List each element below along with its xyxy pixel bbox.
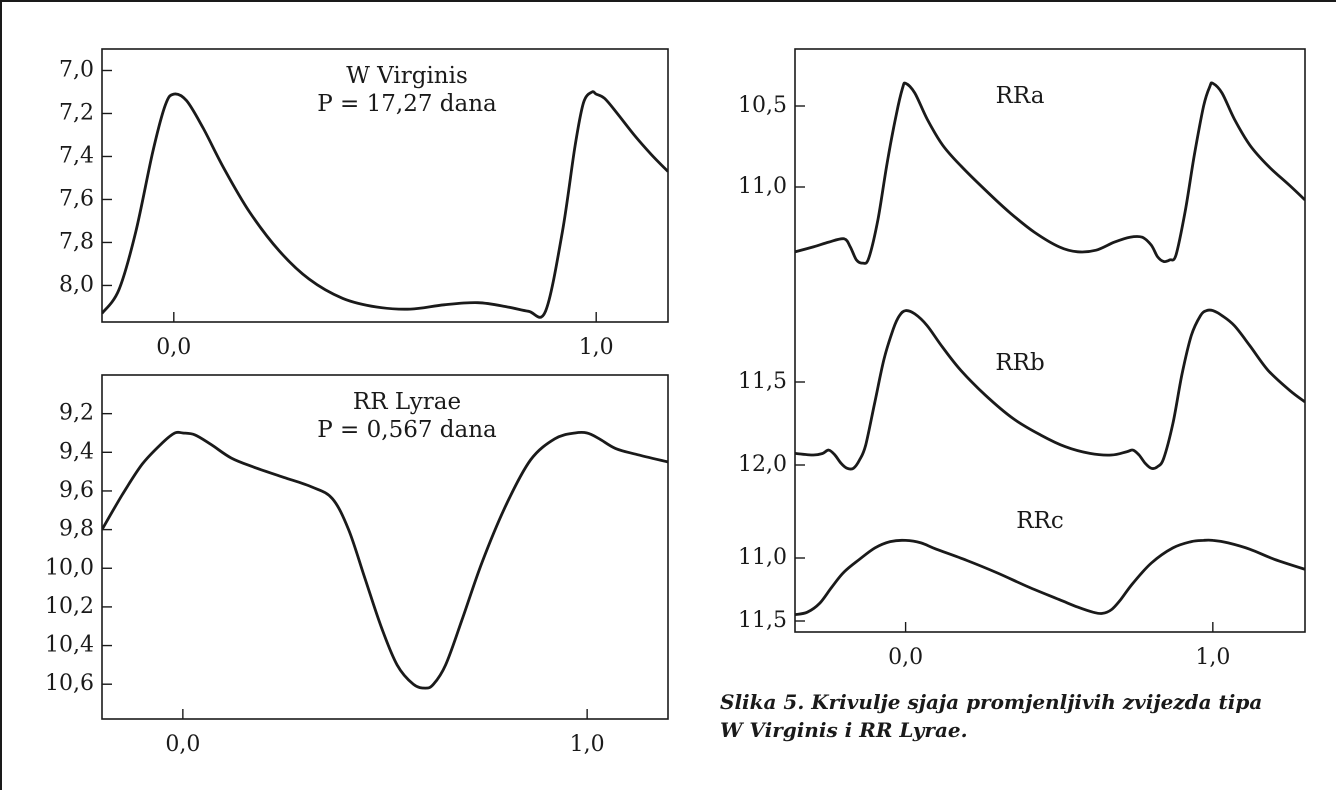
rr-lyrae-subtitle: P = 0,567 dana bbox=[317, 417, 497, 443]
rra-series-label: RRa bbox=[996, 83, 1045, 109]
rr-types-x-tick-label: 0,0 bbox=[888, 645, 923, 670]
rrb-light-curve bbox=[795, 308, 1305, 471]
page-border-top bbox=[0, 0, 1336, 2]
w-virginis-y-tick-label: 7,2 bbox=[59, 100, 94, 125]
rr-types-x-tick-label: 1,0 bbox=[1195, 645, 1230, 670]
rrb-series-label: RRb bbox=[995, 350, 1044, 376]
w-virginis-y-tick-label: 7,8 bbox=[59, 229, 94, 254]
w-virginis-y-tick-label: 7,4 bbox=[59, 143, 94, 168]
rr-lyrae-x-tick-label: 0,0 bbox=[165, 732, 200, 757]
w-virginis-subtitle: P = 17,27 dana bbox=[317, 91, 497, 117]
rr-lyrae-y-tick-label: 10,4 bbox=[45, 633, 94, 658]
rra-light-curve bbox=[795, 81, 1305, 265]
rr-lyrae-plot-frame bbox=[101, 374, 669, 720]
rr-lyrae-y-tick-label: 9,6 bbox=[59, 478, 94, 503]
rr-lyrae-y-tick-label: 9,4 bbox=[59, 439, 94, 464]
w-virginis-y-tick-label: 7,0 bbox=[59, 57, 94, 82]
rr-types-y-tick-label: 11,0 bbox=[738, 174, 787, 199]
rr-types-y-tick-label: 11,0 bbox=[738, 545, 787, 570]
caption-line-2: W Virginis i RR Lyrae. bbox=[720, 718, 968, 742]
page-border-left bbox=[0, 0, 2, 790]
figure-caption: Slika 5. Krivulje sjaja promjenljivih zv… bbox=[720, 688, 1332, 744]
w-virginis-plot-frame bbox=[101, 48, 669, 323]
w-virginis-y-tick-label: 7,6 bbox=[59, 186, 94, 211]
rr-lyrae-y-tick-label: 9,8 bbox=[59, 517, 94, 542]
rr-lyrae-y-tick-label: 9,2 bbox=[59, 401, 94, 426]
caption-line-1: Slika 5. Krivulje sjaja promjenljivih zv… bbox=[720, 690, 1263, 714]
rr-types-chart: 10,5 11,0 11,5 12,0 11,0 11,5 0,0 1,0 RRa RRb RRc bbox=[738, 48, 1306, 670]
rrc-series-label: RRc bbox=[1016, 508, 1064, 534]
rrc-light-curve bbox=[795, 538, 1305, 617]
rr-lyrae-y-tick-label: 10,2 bbox=[45, 594, 94, 619]
rr-lyrae-y-tick-label: 10,0 bbox=[45, 555, 94, 580]
w-virginis-x-tick-label: 0,0 bbox=[156, 335, 191, 360]
rr-lyrae-chart: 9,2 9,4 9,6 9,8 10,0 10,2 10,4 10,6 0,0 1,0 RR Lyr… bbox=[45, 374, 669, 757]
rr-lyrae-light-curve bbox=[102, 430, 668, 690]
w-virginis-x-tick-label: 1,0 bbox=[579, 335, 614, 360]
rr-lyrae-title: RR Lyrae bbox=[353, 389, 461, 415]
rr-types-y-tick-label: 11,5 bbox=[738, 369, 787, 394]
rr-types-plot-frame bbox=[794, 48, 1306, 633]
rr-lyrae-y-tick-label: 10,6 bbox=[45, 671, 94, 696]
rr-types-y-tick-label: 12,0 bbox=[738, 452, 787, 477]
rr-lyrae-x-tick-label: 1,0 bbox=[570, 732, 605, 757]
rr-types-y-tick-label: 10,5 bbox=[738, 93, 787, 118]
w-virginis-light-curve bbox=[102, 90, 668, 319]
rr-types-y-tick-label: 11,5 bbox=[738, 608, 787, 633]
w-virginis-y-tick-label: 8,0 bbox=[59, 272, 94, 297]
w-virginis-title: W Virginis bbox=[346, 63, 468, 89]
